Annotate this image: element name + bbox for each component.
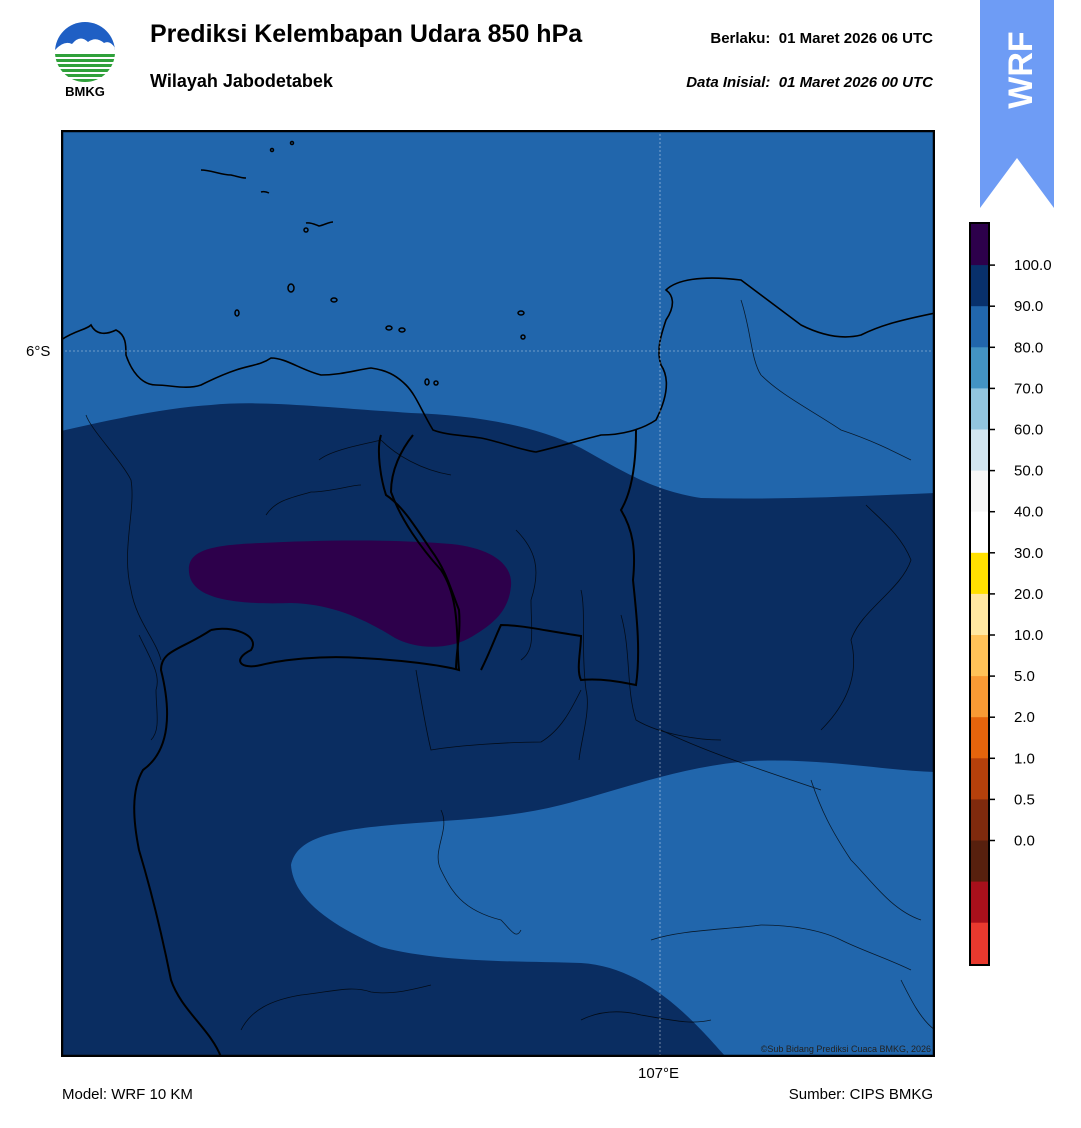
model-info: Model: WRF 10 KM <box>62 1086 193 1103</box>
colorbar-tick-label: 0.5 <box>1014 791 1035 808</box>
colorbar-segment <box>971 388 988 430</box>
logo-text: BMKG <box>65 84 105 99</box>
colorbar-segment <box>971 799 988 841</box>
init-label: Data Inisial: <box>686 74 771 91</box>
humidity-zone-80-north <box>61 130 935 499</box>
province-boundary-middle <box>377 434 461 671</box>
map-frame <box>61 130 935 1057</box>
colorbar-segment <box>971 676 988 718</box>
humidity-map <box>61 130 935 1057</box>
colorbar-segment <box>971 429 988 471</box>
province-boundary-west <box>210 434 461 672</box>
colorbar-segment <box>971 265 988 307</box>
colorbar-tick-label: 100.0 <box>1014 257 1052 274</box>
init-value: 01 Maret 2026 00 UTC <box>778 74 933 91</box>
humidity-zone-80-south <box>291 760 935 1057</box>
lon-label: 107°E <box>638 1065 680 1082</box>
colorbar-tick-label: 70.0 <box>1014 380 1043 397</box>
bmkg-logo: BMKG <box>52 20 118 104</box>
wrf-badge-text: WRF <box>1002 31 1040 108</box>
colorbar-tick-label: 90.0 <box>1014 298 1043 315</box>
colorbar-segments <box>971 224 988 965</box>
map-title: Prediksi Kelembapan Udara 850 hPa <box>150 20 583 48</box>
district-boundaries <box>85 299 935 1031</box>
colorbar-segment <box>971 717 988 759</box>
thousand-islands <box>200 140 526 386</box>
colorbar-tick-label: 1.0 <box>1014 750 1035 767</box>
source-info: Sumber: CIPS BMKG <box>788 1086 933 1103</box>
bmkg-logo-icon <box>55 22 115 82</box>
colorbar-tick-label: 50.0 <box>1014 463 1043 480</box>
colorbar-segment <box>971 470 988 513</box>
humidity-colorbar: 100.0 90.0 80.0 70.0 60.0 50.0 40.0 30.0 20.0 10.… <box>969 222 1052 966</box>
init-time: Data Inisial: 01 Maret 2026 00 UTC <box>686 74 933 91</box>
colorbar-tick-label: 80.0 <box>1014 339 1043 356</box>
colorbar-tick-label: 2.0 <box>1014 709 1035 726</box>
humidity-zone-100 <box>188 540 512 647</box>
colorbar-segment <box>971 306 988 348</box>
colorbar-tick-label: 60.0 <box>1014 422 1043 439</box>
lat-label: 6°S <box>26 343 51 360</box>
colorbar-segment <box>971 224 988 266</box>
valid-label: Berlaku: <box>710 30 771 47</box>
colorbar-segment <box>971 922 988 965</box>
valid-value: 01 Maret 2026 06 UTC <box>778 30 933 47</box>
colorbar-tick-label: 20.0 <box>1014 586 1043 603</box>
colorbar-segment <box>971 635 988 677</box>
coastline <box>61 277 935 453</box>
colorbar-ticks: 100.0 90.0 80.0 70.0 60.0 50.0 40.0 30.0 20.0 10.… <box>989 257 1052 850</box>
colorbar-segment <box>971 593 988 636</box>
colorbar-tick-label: 30.0 <box>1014 545 1043 562</box>
map-subtitle: Wilayah Jabodetabek <box>150 71 333 91</box>
colorbar-tick-label: 40.0 <box>1014 504 1043 521</box>
colorbar-tick-label: 5.0 <box>1014 668 1035 685</box>
province-boundary-east <box>480 429 640 687</box>
colorbar-segment <box>971 511 988 554</box>
valid-time: Berlaku: 01 Maret 2026 06 UTC <box>710 30 933 47</box>
colorbar-tick-label: 10.0 <box>1014 627 1043 644</box>
colorbar-segment <box>971 552 988 595</box>
province-boundary-south <box>133 629 222 1057</box>
colorbar-segment <box>971 758 988 800</box>
colorbar-tick-label: 0.0 <box>1014 833 1035 850</box>
wrf-badge: WRF <box>980 0 1054 208</box>
colorbar-segment <box>971 881 988 924</box>
colorbar-segment <box>971 840 988 882</box>
copyright-text: ©Sub Bidang Prediksi Cuaca BMKG, 2026 <box>760 1044 931 1054</box>
colorbar-segment <box>971 347 988 389</box>
